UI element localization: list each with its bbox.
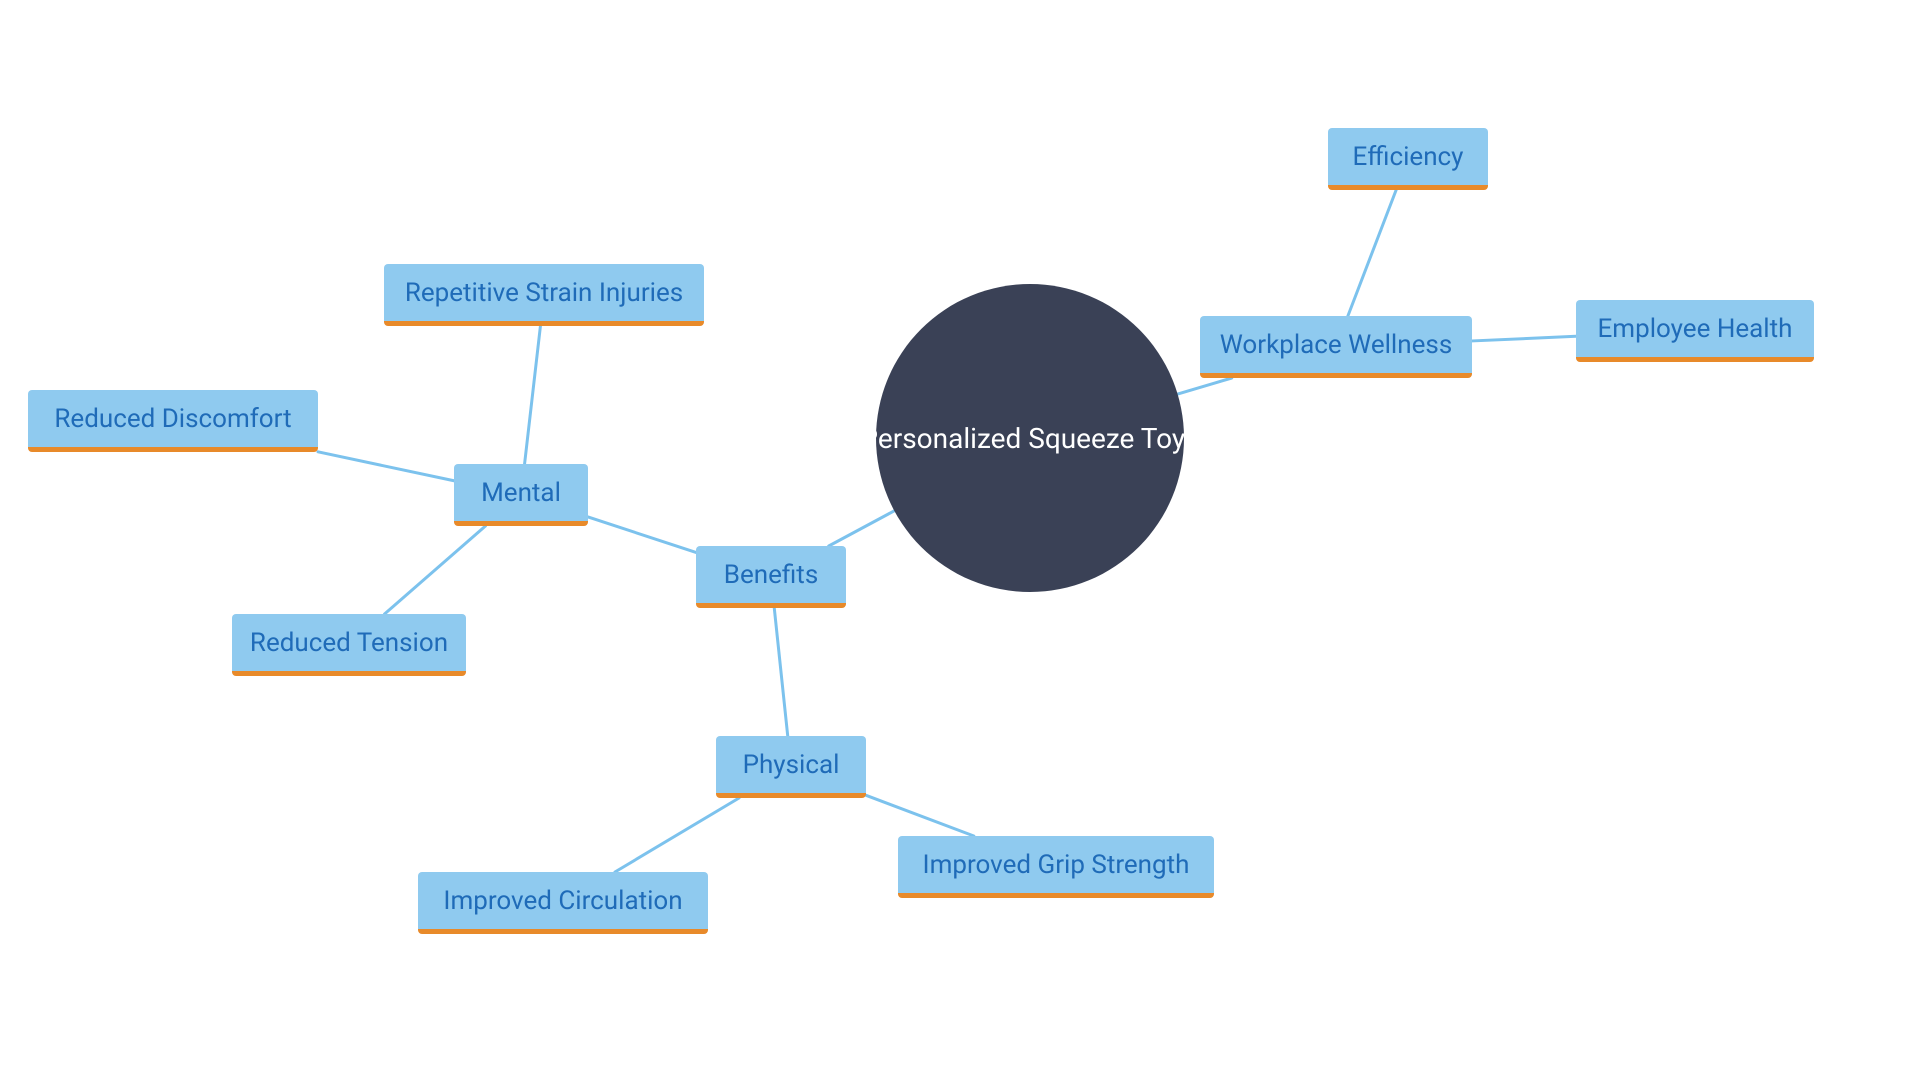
edge xyxy=(615,798,739,872)
node-center: Personalized Squeeze Toys xyxy=(876,284,1184,592)
node-label: Reduced Tension xyxy=(250,628,448,658)
node-label: Employee Health xyxy=(1598,314,1793,344)
edge xyxy=(318,452,454,481)
node-circulation: Improved Circulation xyxy=(418,872,708,934)
node-discomfort: Reduced Discomfort xyxy=(28,390,318,452)
edge xyxy=(1178,378,1232,394)
node-wellness: Workplace Wellness xyxy=(1200,316,1472,378)
node-mental: Mental xyxy=(454,464,588,526)
edge xyxy=(774,608,787,736)
node-tension: Reduced Tension xyxy=(232,614,466,676)
node-label: Personalized Squeeze Toys xyxy=(860,422,1199,455)
node-label: Reduced Discomfort xyxy=(54,404,291,434)
edge xyxy=(1472,336,1576,341)
node-rsi: Repetitive Strain Injuries xyxy=(384,264,704,326)
edge xyxy=(829,511,895,546)
node-efficiency: Efficiency xyxy=(1328,128,1488,190)
node-emp_health: Employee Health xyxy=(1576,300,1814,362)
node-label: Physical xyxy=(743,750,840,780)
edge xyxy=(588,517,696,552)
node-label: Workplace Wellness xyxy=(1220,330,1453,360)
node-label: Mental xyxy=(481,478,561,508)
node-label: Benefits xyxy=(724,560,818,590)
node-grip: Improved Grip Strength xyxy=(898,836,1214,898)
edge xyxy=(866,795,974,836)
node-physical: Physical xyxy=(716,736,866,798)
diagram-canvas: Personalized Squeeze Toys Workplace Welln… xyxy=(0,0,1920,1080)
node-benefits: Benefits xyxy=(696,546,846,608)
node-label: Improved Grip Strength xyxy=(923,850,1190,880)
edge xyxy=(385,526,486,614)
node-label: Improved Circulation xyxy=(443,886,682,916)
node-label: Efficiency xyxy=(1353,142,1464,172)
edge xyxy=(1348,190,1396,316)
edge xyxy=(525,326,541,464)
node-label: Repetitive Strain Injuries xyxy=(405,278,683,308)
